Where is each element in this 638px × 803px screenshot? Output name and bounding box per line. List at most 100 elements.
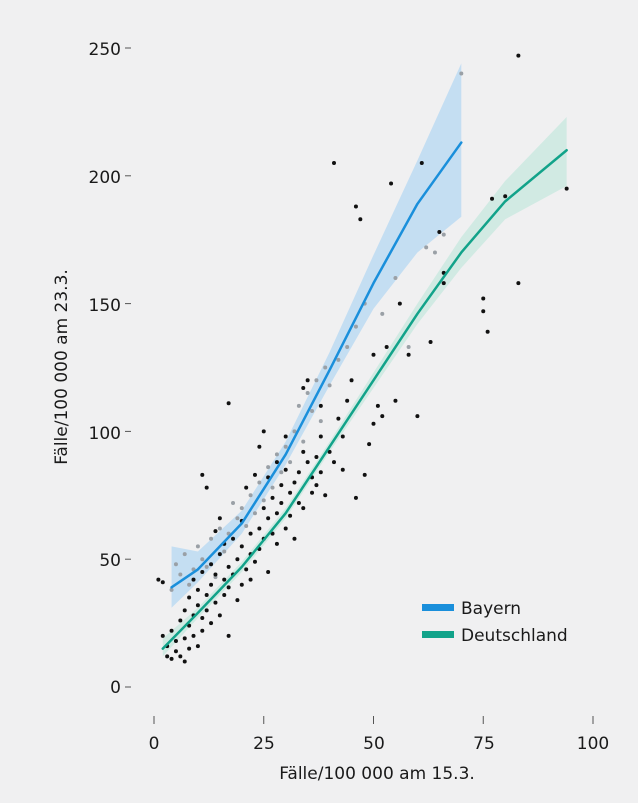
data-point-bayern-3 [183, 552, 187, 556]
data-point-deutschland-34 [213, 573, 217, 577]
y-tick-label-0: 0 [110, 678, 121, 698]
data-point-deutschland-112 [372, 422, 376, 426]
data-point-deutschland-17 [192, 634, 196, 638]
data-point-deutschland-59 [253, 473, 257, 477]
data-point-deutschland-47 [231, 537, 235, 541]
data-point-deutschland-119 [407, 353, 411, 357]
data-point-bayern-12 [222, 550, 226, 554]
data-point-deutschland-51 [240, 544, 244, 548]
data-point-deutschland-5 [170, 657, 174, 661]
data-point-deutschland-7 [174, 649, 178, 653]
data-point-deutschland-16 [187, 596, 191, 600]
data-point-deutschland-115 [385, 345, 389, 349]
data-point-deutschland-55 [249, 578, 253, 582]
data-point-deutschland-128 [486, 330, 490, 334]
y-tick-label-100: 100 [89, 424, 121, 444]
data-point-deutschland-81 [292, 481, 296, 485]
data-point-deutschland-53 [244, 567, 248, 571]
data-point-deutschland-94 [319, 435, 323, 439]
data-point-deutschland-126 [481, 296, 485, 300]
data-point-deutschland-31 [209, 583, 213, 587]
data-point-deutschland-33 [213, 601, 217, 605]
data-point-deutschland-14 [187, 647, 191, 651]
x-tick-marks [154, 716, 593, 724]
data-point-deutschland-9 [178, 654, 182, 658]
data-point-deutschland-76 [284, 527, 288, 531]
data-point-bayern-19 [253, 511, 257, 515]
data-point-deutschland-27 [205, 608, 209, 612]
data-point-deutschland-101 [336, 417, 340, 421]
data-point-bayern-44 [424, 245, 428, 249]
data-point-deutschland-73 [275, 460, 279, 464]
data-point-bayern-26 [284, 445, 288, 449]
data-point-bayern-46 [442, 233, 446, 237]
data-point-deutschland-111 [372, 353, 376, 357]
y-tick-label-150: 150 [89, 296, 121, 316]
data-point-deutschland-28 [205, 593, 209, 597]
data-point-deutschland-62 [257, 445, 261, 449]
confidence-band-bayern [172, 63, 462, 607]
data-point-bayern-43 [407, 345, 411, 349]
data-point-deutschland-96 [319, 404, 323, 408]
data-point-deutschland-110 [367, 442, 371, 446]
data-point-deutschland-85 [301, 506, 305, 510]
data-point-deutschland-89 [306, 378, 310, 382]
data-point-bayern-18 [249, 493, 253, 497]
data-point-deutschland-6 [170, 629, 174, 633]
data-point-deutschland-39 [222, 593, 226, 597]
data-point-deutschland-133 [565, 187, 569, 191]
data-point-bayern-9 [209, 537, 213, 541]
data-point-deutschland-106 [354, 496, 358, 500]
data-point-deutschland-105 [350, 378, 354, 382]
data-point-deutschland-109 [363, 473, 367, 477]
data-point-deutschland-87 [301, 386, 305, 390]
data-point-deutschland-122 [429, 340, 433, 344]
data-point-deutschland-58 [253, 560, 257, 564]
data-point-deutschland-100 [332, 161, 336, 165]
data-point-deutschland-116 [389, 181, 393, 185]
data-point-deutschland-24 [200, 616, 204, 620]
data-point-deutschland-1 [161, 580, 165, 584]
data-point-deutschland-113 [376, 404, 380, 408]
data-point-deutschland-90 [310, 491, 314, 495]
data-point-deutschland-57 [249, 532, 253, 536]
data-point-deutschland-45 [227, 401, 231, 405]
data-point-deutschland-67 [266, 516, 270, 520]
x-tick-label-25: 25 [253, 734, 275, 754]
data-point-deutschland-82 [292, 537, 296, 541]
data-point-deutschland-20 [196, 644, 200, 648]
data-point-bayern-36 [328, 383, 332, 387]
data-point-bayern-31 [306, 391, 310, 395]
data-point-deutschland-10 [178, 619, 182, 623]
data-point-deutschland-50 [240, 583, 244, 587]
data-point-deutschland-37 [218, 552, 222, 556]
data-point-deutschland-40 [222, 578, 226, 582]
data-point-bayern-23 [271, 486, 275, 490]
x-tick-label-0: 0 [149, 734, 160, 754]
data-point-bayern-1 [174, 562, 178, 566]
data-point-bayern-38 [345, 345, 349, 349]
data-point-deutschland-72 [275, 511, 279, 515]
data-point-deutschland-19 [192, 578, 196, 582]
y-axis: 0 50 100 150 200 250 Fälle/100 000 am 23… [52, 40, 131, 698]
data-point-deutschland-114 [380, 414, 384, 418]
data-point-deutschland-125 [442, 281, 446, 285]
data-point-deutschland-118 [398, 302, 402, 306]
data-point-deutschland-43 [227, 585, 231, 589]
legend: Bayern Deutschland [422, 599, 568, 646]
data-point-deutschland-84 [297, 501, 301, 505]
data-point-bayern-47 [459, 72, 463, 76]
data-point-deutschland-71 [275, 542, 279, 546]
data-point-deutschland-12 [183, 636, 187, 640]
data-point-deutschland-102 [341, 435, 345, 439]
data-point-deutschland-22 [196, 588, 200, 592]
plot-area [156, 54, 568, 664]
x-tick-label-75: 75 [473, 734, 495, 754]
data-point-deutschland-88 [306, 460, 310, 464]
legend-swatch-bayern [422, 604, 454, 611]
data-point-bayern-30 [301, 440, 305, 444]
data-point-deutschland-35 [213, 529, 217, 533]
legend-swatch-deutschland [422, 631, 454, 638]
data-point-deutschland-78 [284, 435, 288, 439]
data-point-deutschland-8 [174, 639, 178, 643]
